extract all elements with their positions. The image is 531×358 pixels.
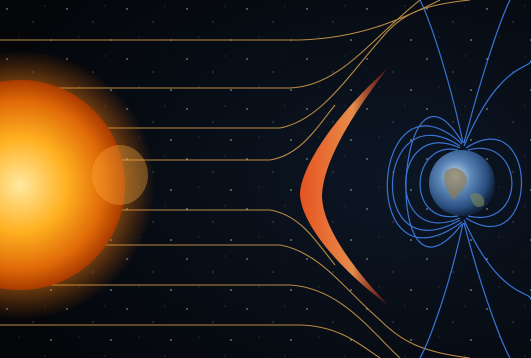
bow-shock — [300, 68, 388, 305]
sun — [0, 80, 125, 290]
earth-land — [470, 193, 485, 208]
solar-wind-lines — [0, 0, 471, 358]
solar-flare — [92, 145, 148, 205]
earth-land — [444, 168, 467, 200]
